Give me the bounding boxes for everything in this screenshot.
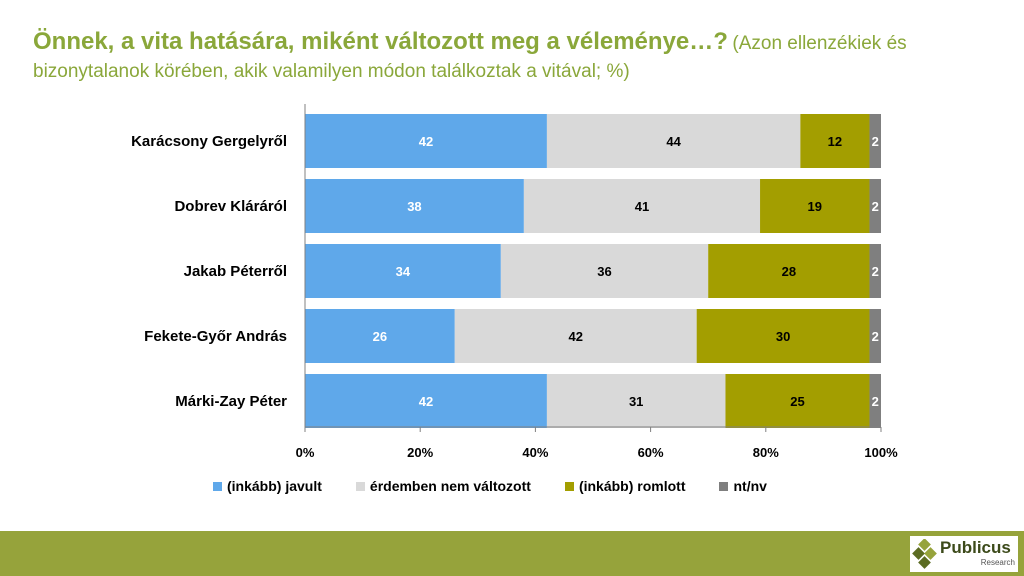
data-label: 2 bbox=[872, 134, 879, 149]
x-tick-label: 40% bbox=[522, 445, 548, 460]
bar-segment bbox=[725, 374, 870, 428]
bar-segment bbox=[523, 179, 761, 233]
data-label: 38 bbox=[407, 199, 421, 214]
chart-legend: (inkább) javult érdemben nem változott (in… bbox=[213, 478, 767, 494]
bar-segment bbox=[305, 244, 501, 298]
bar-segment bbox=[305, 179, 524, 233]
data-label: 36 bbox=[597, 264, 611, 279]
stacked-bar-chart: Karácsony Gergelyről 42 44 12 2 Dobrev Klárár… bbox=[131, 104, 898, 460]
data-label: 2 bbox=[872, 329, 879, 344]
bar-segment bbox=[869, 179, 881, 233]
publicus-logo-mark-icon bbox=[912, 539, 937, 569]
data-label: 12 bbox=[828, 134, 842, 149]
bar-segment bbox=[546, 114, 801, 168]
category-label: Karácsony Gergelyről bbox=[131, 133, 287, 150]
legend-label: nt/nv bbox=[733, 478, 767, 494]
x-tick-label: 20% bbox=[407, 445, 433, 460]
category-label: Fekete-Győr András bbox=[144, 328, 287, 345]
chart-subtitle: (Azon ellenzékiek és bizonytalanok köréb… bbox=[33, 33, 907, 82]
data-label: 26 bbox=[373, 329, 387, 344]
brand-subtitle: Research bbox=[980, 558, 1015, 567]
brand-name: Publicus bbox=[940, 538, 1011, 557]
data-label: 42 bbox=[419, 394, 433, 409]
data-label: 41 bbox=[635, 199, 649, 214]
x-tick-label: 80% bbox=[753, 445, 779, 460]
bar-segment bbox=[305, 114, 547, 168]
legend-item: (inkább) romlott bbox=[564, 478, 686, 494]
data-label: 19 bbox=[808, 199, 822, 214]
data-label: 2 bbox=[872, 264, 879, 279]
bar-segment bbox=[708, 244, 870, 298]
category-label: Jakab Péterről bbox=[184, 263, 287, 280]
footer-bar bbox=[0, 531, 1024, 576]
legend-label: (inkább) javult bbox=[227, 478, 322, 494]
legend-swatch bbox=[719, 481, 729, 491]
bar-segment bbox=[500, 244, 709, 298]
data-label: 2 bbox=[872, 199, 879, 214]
chart-title: Önnek, a vita hatására, miként változott… bbox=[33, 28, 1003, 86]
x-tick-label: 0% bbox=[296, 445, 315, 460]
x-tick-label: 100% bbox=[864, 445, 898, 460]
legend-item: nt/nv bbox=[719, 478, 767, 494]
data-label: 34 bbox=[396, 264, 411, 279]
bar-segment bbox=[869, 114, 881, 168]
bar-segment bbox=[696, 309, 870, 363]
legend-swatch bbox=[213, 481, 222, 491]
data-label: 30 bbox=[776, 329, 790, 344]
legend-swatch bbox=[564, 481, 574, 491]
data-label: 28 bbox=[782, 264, 796, 279]
bar-segment bbox=[305, 309, 455, 363]
data-label: 25 bbox=[790, 394, 804, 409]
data-label: 42 bbox=[568, 329, 582, 344]
chart-title-main: Önnek, a vita hatására, miként változott… bbox=[33, 28, 728, 55]
legend-swatch bbox=[355, 481, 365, 491]
data-label: 2 bbox=[872, 394, 879, 409]
bar-segment bbox=[305, 374, 547, 428]
bar-segment bbox=[869, 374, 881, 428]
bar-segment bbox=[869, 309, 881, 363]
data-label: 42 bbox=[419, 134, 433, 149]
x-tick-label: 60% bbox=[638, 445, 664, 460]
bar-segment bbox=[546, 374, 726, 428]
bar-segment bbox=[760, 179, 870, 233]
category-label: Dobrev Kláráról bbox=[174, 198, 287, 215]
bar-segment bbox=[869, 244, 881, 298]
bar-segment bbox=[454, 309, 697, 363]
publicus-logo: Publicus Research bbox=[910, 536, 1018, 572]
legend-item: (inkább) javult bbox=[213, 478, 322, 494]
data-label: 31 bbox=[629, 394, 643, 409]
legend-label: (inkább) romlott bbox=[578, 478, 686, 494]
legend-label: érdemben nem változott bbox=[369, 478, 531, 494]
category-label: Márki-Zay Péter bbox=[175, 393, 287, 410]
legend-item: érdemben nem változott bbox=[355, 478, 531, 494]
bar-segment bbox=[800, 114, 870, 168]
data-label: 44 bbox=[666, 134, 681, 149]
